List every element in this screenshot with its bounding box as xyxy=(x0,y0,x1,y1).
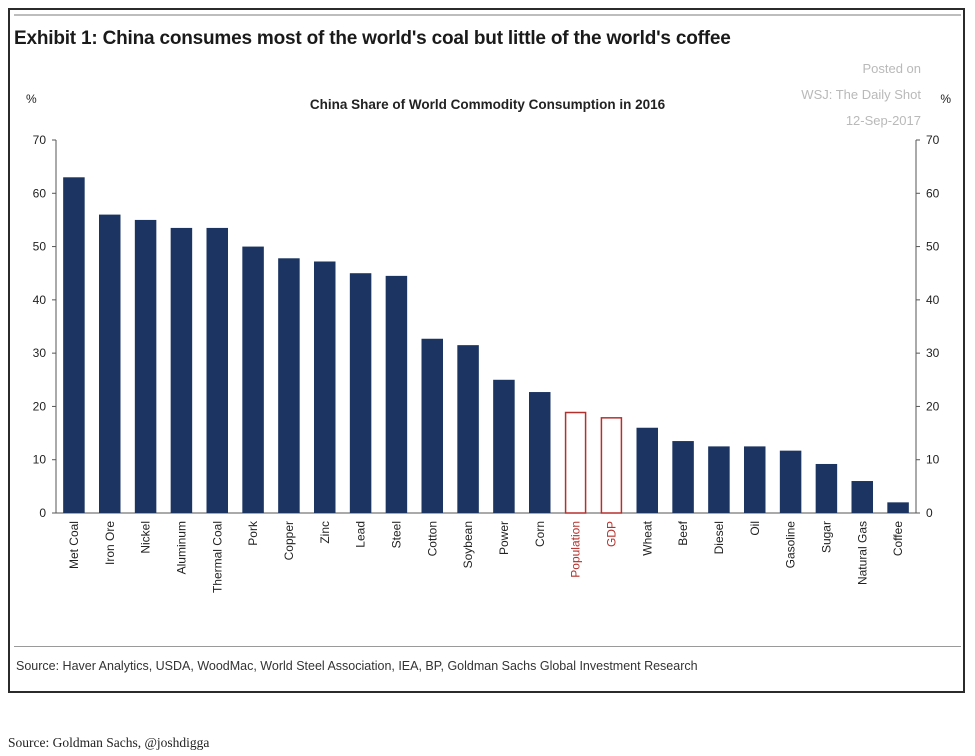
x-tick-label-power: Power xyxy=(497,521,511,555)
y-tick-label-left: 10 xyxy=(33,453,47,467)
x-tick-label-iron-ore: Iron Ore xyxy=(103,521,117,565)
image-caption: Source: Goldman Sachs, @joshdigga xyxy=(8,735,210,750)
x-tick-label-gdp: GDP xyxy=(604,521,618,547)
bar-gasoline xyxy=(779,450,802,513)
bar-corn xyxy=(529,392,551,513)
y-axis-unit-right: % xyxy=(940,92,951,106)
bar-thermal-coal xyxy=(206,227,228,513)
bar-oil xyxy=(744,446,766,513)
x-tick-label-beef: Beef xyxy=(676,520,690,545)
watermark: Posted on WSJ: The Daily Shot 12-Sep-201… xyxy=(801,56,921,134)
bar-chart: 0 0 10 10 20 20 30 30 40 40 50 50 60 60 70 70 Met Coal I… xyxy=(33,133,940,593)
bar-sugar xyxy=(815,463,838,513)
bar-iron-ore xyxy=(99,214,121,513)
x-tick-label-thermal-coal: Thermal Coal xyxy=(210,521,224,593)
x-tick-label-lead: Lead xyxy=(354,521,368,548)
y-tick-label-right: 60 xyxy=(926,186,940,200)
bar-population xyxy=(564,411,587,514)
source-separator xyxy=(14,646,961,647)
y-tick-label-right: 20 xyxy=(926,399,940,413)
bar-diesel xyxy=(708,446,730,513)
y-tick-label-right: 70 xyxy=(926,133,940,147)
y-tick-label-left: 50 xyxy=(33,240,47,254)
top-rule xyxy=(14,14,961,16)
bar-steel xyxy=(385,275,408,513)
x-tick-label-sugar: Sugar xyxy=(819,521,833,553)
y-tick-label-right: 30 xyxy=(926,346,940,360)
bar-power xyxy=(493,379,515,513)
x-tick-label-nickel: Nickel xyxy=(139,521,153,554)
x-tick-label-gasoline: Gasoline xyxy=(784,521,798,569)
category-labels: Met Coal Iron Ore Nickel Aluminum Thermal Co… xyxy=(67,520,905,593)
y-tick-label-right: 40 xyxy=(926,293,940,307)
x-tick-label-diesel: Diesel xyxy=(712,521,726,554)
x-tick-label-soybean: Soybean xyxy=(461,521,475,568)
bar-lead xyxy=(349,273,372,513)
x-tick-label-aluminum: Aluminum xyxy=(174,521,188,574)
bar-pork xyxy=(242,246,264,514)
y-axis-unit-left: % xyxy=(26,92,37,106)
x-tick-label-cotton: Cotton xyxy=(425,521,439,556)
exhibit-frame xyxy=(8,8,965,693)
y-tick-label-left: 20 xyxy=(33,399,47,413)
x-tick-label-zinc: Zinc xyxy=(318,521,332,544)
source-note: Source: Haver Analytics, USDA, WoodMac, … xyxy=(16,659,698,673)
x-tick-label-met-coal: Met Coal xyxy=(67,521,81,569)
x-tick-label-copper: Copper xyxy=(282,521,296,560)
y-tick-label-right: 50 xyxy=(926,240,940,254)
bar-gdp xyxy=(600,417,623,514)
bar-copper xyxy=(278,258,300,513)
bar-natural-gas xyxy=(851,481,873,513)
x-tick-label-corn: Corn xyxy=(533,521,547,547)
y-tick-label-left: 40 xyxy=(33,293,47,307)
bar-nickel xyxy=(134,219,157,513)
x-tick-label-steel: Steel xyxy=(389,521,403,548)
x-tick-label-wheat: Wheat xyxy=(640,520,654,555)
y-tick-label-left: 30 xyxy=(33,346,47,360)
bar-met-coal xyxy=(63,177,85,514)
y-tick-label-left: 0 xyxy=(39,506,46,520)
watermark-line-3: 12-Sep-2017 xyxy=(845,113,921,128)
x-tick-label-population: Population xyxy=(569,521,583,578)
watermark-line-2: WSJ: The Daily Shot xyxy=(801,87,921,102)
y-tick-label-left: 70 xyxy=(33,133,47,147)
bar-zinc xyxy=(314,261,336,513)
x-tick-label-pork: Pork xyxy=(246,520,260,546)
bar-aluminum xyxy=(170,227,193,513)
watermark-line-1: Posted on xyxy=(862,61,921,76)
x-tick-label-coffee: Coffee xyxy=(891,521,905,556)
bar-wheat xyxy=(636,427,658,513)
bar-beef xyxy=(672,441,694,513)
exhibit-title: Exhibit 1: China consumes most of the wo… xyxy=(14,28,731,49)
chart-axes: 0 0 10 10 20 20 30 30 40 40 50 50 60 60 70 70 xyxy=(33,133,940,520)
y-tick-label-right: 0 xyxy=(926,506,933,520)
chart-title: China Share of World Commodity Consumpti… xyxy=(309,97,666,112)
y-tick-label-right: 10 xyxy=(926,453,940,467)
y-tick-label-left: 60 xyxy=(33,186,47,200)
bar-cotton xyxy=(421,338,443,513)
chart-bars xyxy=(63,177,909,514)
x-tick-label-natural-gas: Natural Gas xyxy=(855,521,869,585)
bar-soybean xyxy=(457,345,479,513)
x-tick-label-oil: Oil xyxy=(748,521,762,536)
bar-coffee xyxy=(887,502,909,513)
